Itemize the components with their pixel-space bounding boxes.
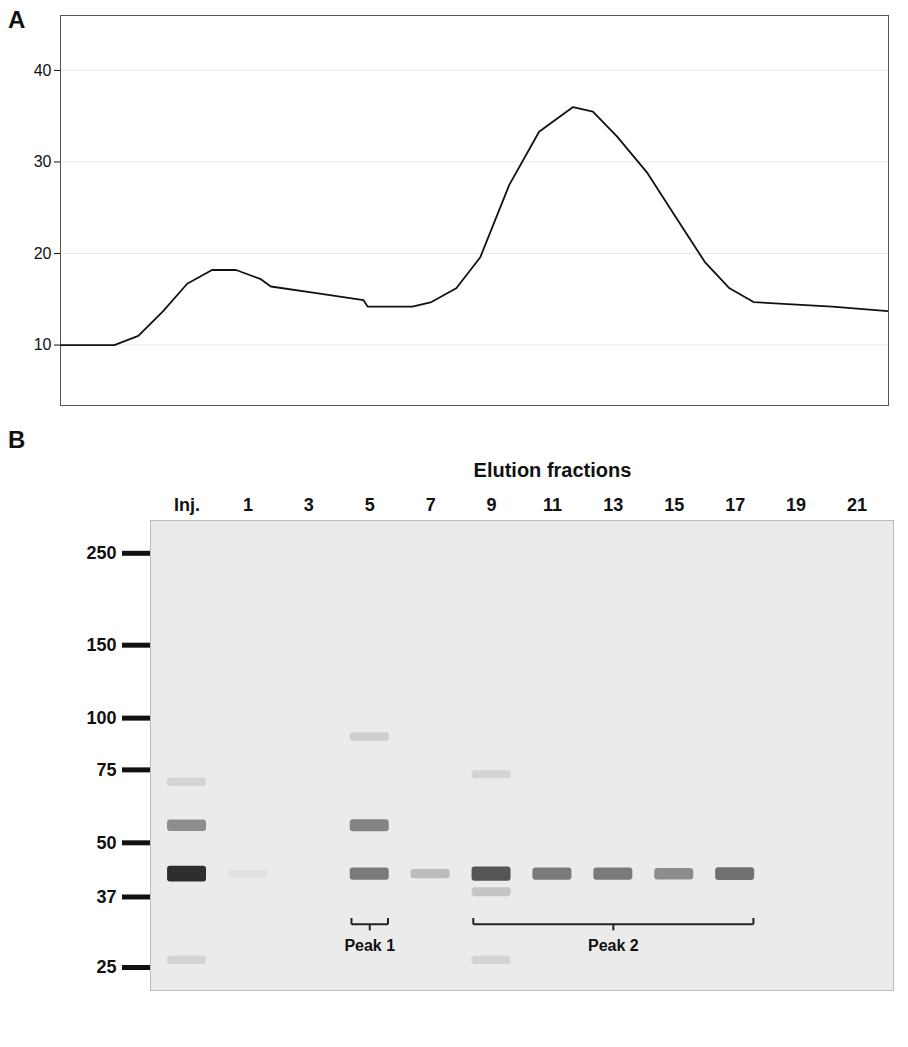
html-text:A: A [8,6,26,33]
svg-text:19: 19 [786,495,806,515]
svg-text:Elution fractions: Elution fractions [474,459,632,481]
svg-text:Peak 1: Peak 1 [344,937,395,954]
svg-text:Peak 2: Peak 2 [588,937,639,954]
svg-text:5: 5 [365,495,375,515]
svg-text:250: 250 [86,543,116,563]
svg-text:75: 75 [96,760,116,780]
svg-text:17: 17 [725,495,745,515]
svg-text:11: 11 [543,495,562,515]
svg-text:15: 15 [664,495,684,515]
svg-text:40: 40 [34,62,52,79]
svg-text:30: 30 [34,153,52,170]
svg-text:7: 7 [426,495,436,515]
svg-text:50: 50 [96,833,116,853]
svg-text:150: 150 [86,635,116,655]
svg-text:21: 21 [847,495,867,515]
svg-text:3: 3 [304,495,314,515]
svg-text:20: 20 [34,245,52,262]
svg-text:Inj.: Inj. [174,495,200,515]
svg-text:1: 1 [243,495,253,515]
html-text:B: B [8,426,26,453]
svg-text:13: 13 [603,495,623,515]
svg-text:9: 9 [487,495,497,515]
svg-text:10: 10 [34,336,52,353]
svg-text:100: 100 [86,708,116,728]
svg-text:25: 25 [96,957,116,977]
svg-text:37: 37 [96,887,116,907]
